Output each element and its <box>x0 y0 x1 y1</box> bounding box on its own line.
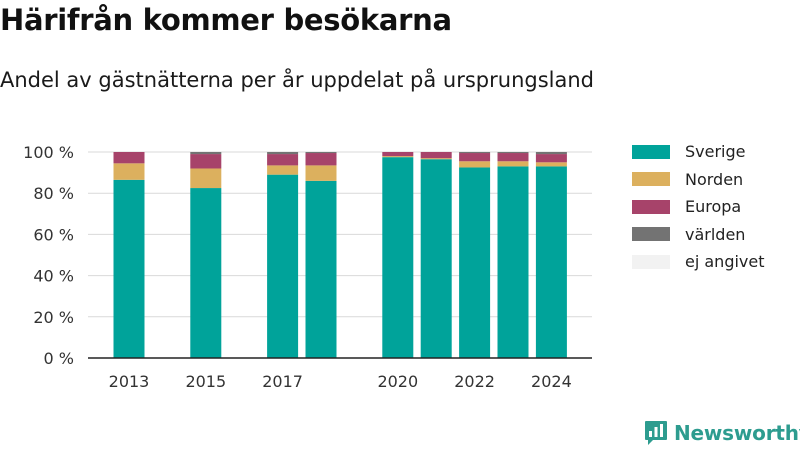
legend-item: Europa <box>632 193 765 221</box>
bar-segment-norden-2023 <box>497 161 529 167</box>
legend-item: Sverige <box>632 138 765 166</box>
chart-subtitle: Andel av gästnätterna per år uppdelat på… <box>0 68 594 92</box>
bar-segment-norden-2017 <box>267 165 299 175</box>
bar-segment-europa-2022 <box>459 153 491 162</box>
legend-label: världen <box>685 224 746 244</box>
bar-segment-europa-2013 <box>113 152 145 164</box>
bar-segment-sverige-2018 <box>305 180 337 358</box>
y-tick-label: 0 % <box>44 349 74 368</box>
x-tick-label: 2020 <box>377 372 418 391</box>
legend-swatch <box>632 254 670 269</box>
newsworthy-logo: Newsworthy <box>644 420 800 446</box>
x-tick-label: 2015 <box>185 372 226 391</box>
y-tick-label: 80 % <box>33 184 74 203</box>
legend-label: Sverige <box>685 142 746 162</box>
legend-swatch <box>632 144 670 159</box>
bar-segment-sverige-2020 <box>382 157 414 358</box>
y-tick-label: 20 % <box>33 308 74 327</box>
bar-segment-världen-2022 <box>459 152 491 154</box>
legend-swatch <box>632 227 670 242</box>
bar-segment-världen-2015 <box>190 152 222 155</box>
bar-segment-europa-2018 <box>305 153 337 166</box>
legend-label: Norden <box>685 169 744 189</box>
bar-segment-sverige-2017 <box>267 174 299 358</box>
y-tick-label: 100 % <box>23 143 74 162</box>
chart-title: Härifrån kommer besökarna <box>0 3 452 37</box>
bar-chart-logo-icon <box>645 421 667 445</box>
bar-segment-norden-2015 <box>190 168 222 189</box>
x-tick-label: 2022 <box>454 372 495 391</box>
bar-segment-sverige-2022 <box>459 167 491 358</box>
legend-item: världen <box>632 221 765 249</box>
bar-segment-norden-2013 <box>113 163 145 180</box>
legend-item: Norden <box>632 166 765 194</box>
bar-segment-norden-2020 <box>382 156 414 158</box>
bar-segment-sverige-2015 <box>190 188 222 358</box>
bar-segment-sverige-2013 <box>113 179 145 358</box>
bar-segment-norden-2021 <box>420 158 452 160</box>
legend-label: ej angivet <box>685 252 765 272</box>
bar-segment-europa-2021 <box>420 152 452 159</box>
logo-text: Newsworthy <box>674 421 800 445</box>
legend-item: ej angivet <box>632 248 765 276</box>
bar-segment-sverige-2024 <box>535 166 567 358</box>
chart-legend: Sverige Norden Europa världen ej angivet <box>632 138 765 276</box>
bar-segment-världen-2018 <box>305 152 337 154</box>
bar-segment-sverige-2021 <box>420 159 452 358</box>
bar-segment-norden-2022 <box>459 161 491 168</box>
bar-segment-världen-2023 <box>497 152 529 154</box>
legend-swatch <box>632 199 670 214</box>
bar-segment-europa-2020 <box>382 152 414 157</box>
legend-swatch <box>632 172 670 187</box>
bar-segment-norden-2018 <box>305 165 337 181</box>
bar-segment-europa-2023 <box>497 153 529 162</box>
x-tick-label: 2024 <box>531 372 572 391</box>
y-tick-label: 60 % <box>33 225 74 244</box>
bar-segment-världen-2024 <box>535 152 567 155</box>
legend-label: Europa <box>685 197 742 217</box>
bar-segment-norden-2024 <box>535 162 567 167</box>
x-tick-label: 2013 <box>109 372 150 391</box>
x-tick-label: 2017 <box>262 372 303 391</box>
bar-segment-europa-2017 <box>267 154 299 166</box>
bar-segment-europa-2015 <box>190 154 222 169</box>
y-tick-label: 40 % <box>33 267 74 286</box>
bar-segment-sverige-2023 <box>497 166 529 358</box>
bar-segment-världen-2017 <box>267 152 299 155</box>
bar-segment-europa-2024 <box>535 154 567 163</box>
